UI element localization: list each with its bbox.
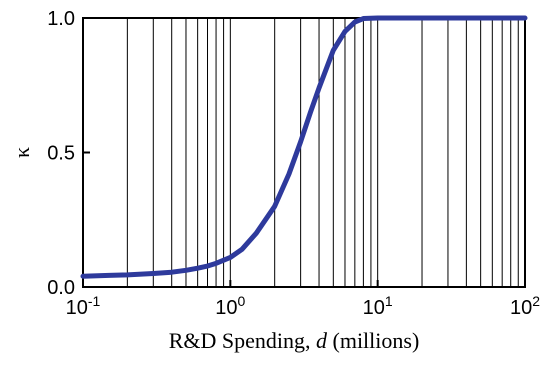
- series-line: [80, 15, 528, 279]
- x-axis-ticks: 10-1 100 101 102: [66, 280, 540, 319]
- x-tick-label-base: 10: [66, 297, 88, 319]
- x-tick-label-exponent: 2: [532, 293, 540, 309]
- plot-area-frame: [82, 17, 526, 288]
- x-tick-label: 100: [215, 293, 245, 319]
- grid-lines: [126, 18, 519, 287]
- x-tick-label-base: 10: [510, 297, 532, 319]
- x-axis-title-variable: d: [316, 328, 328, 353]
- x-axis-title: R&D Spending, d (millions): [169, 328, 420, 353]
- y-tick-label: 0.0: [47, 277, 75, 299]
- y-axis-title: κ: [9, 147, 34, 158]
- x-tick-label: 102: [510, 293, 540, 319]
- x-tick-label-base: 10: [215, 297, 237, 319]
- x-tick-label-exponent: -1: [88, 293, 101, 309]
- x-tick-label-exponent: 0: [238, 293, 246, 309]
- y-tick-label: 0.5: [47, 143, 75, 165]
- x-axis-title-part: R&D Spending,: [169, 328, 316, 353]
- x-tick-label: 10-1: [66, 293, 101, 319]
- series-layer: [80, 15, 528, 279]
- x-tick-label: 101: [363, 293, 393, 319]
- x-axis-title-unit: (millions): [327, 328, 419, 353]
- y-tick-label: 1.0: [47, 8, 75, 30]
- x-tick-label-base: 10: [363, 297, 385, 319]
- x-tick-label-exponent: 1: [385, 293, 393, 309]
- y-axis-ticks: 0.0 0.5 1.0: [47, 8, 90, 299]
